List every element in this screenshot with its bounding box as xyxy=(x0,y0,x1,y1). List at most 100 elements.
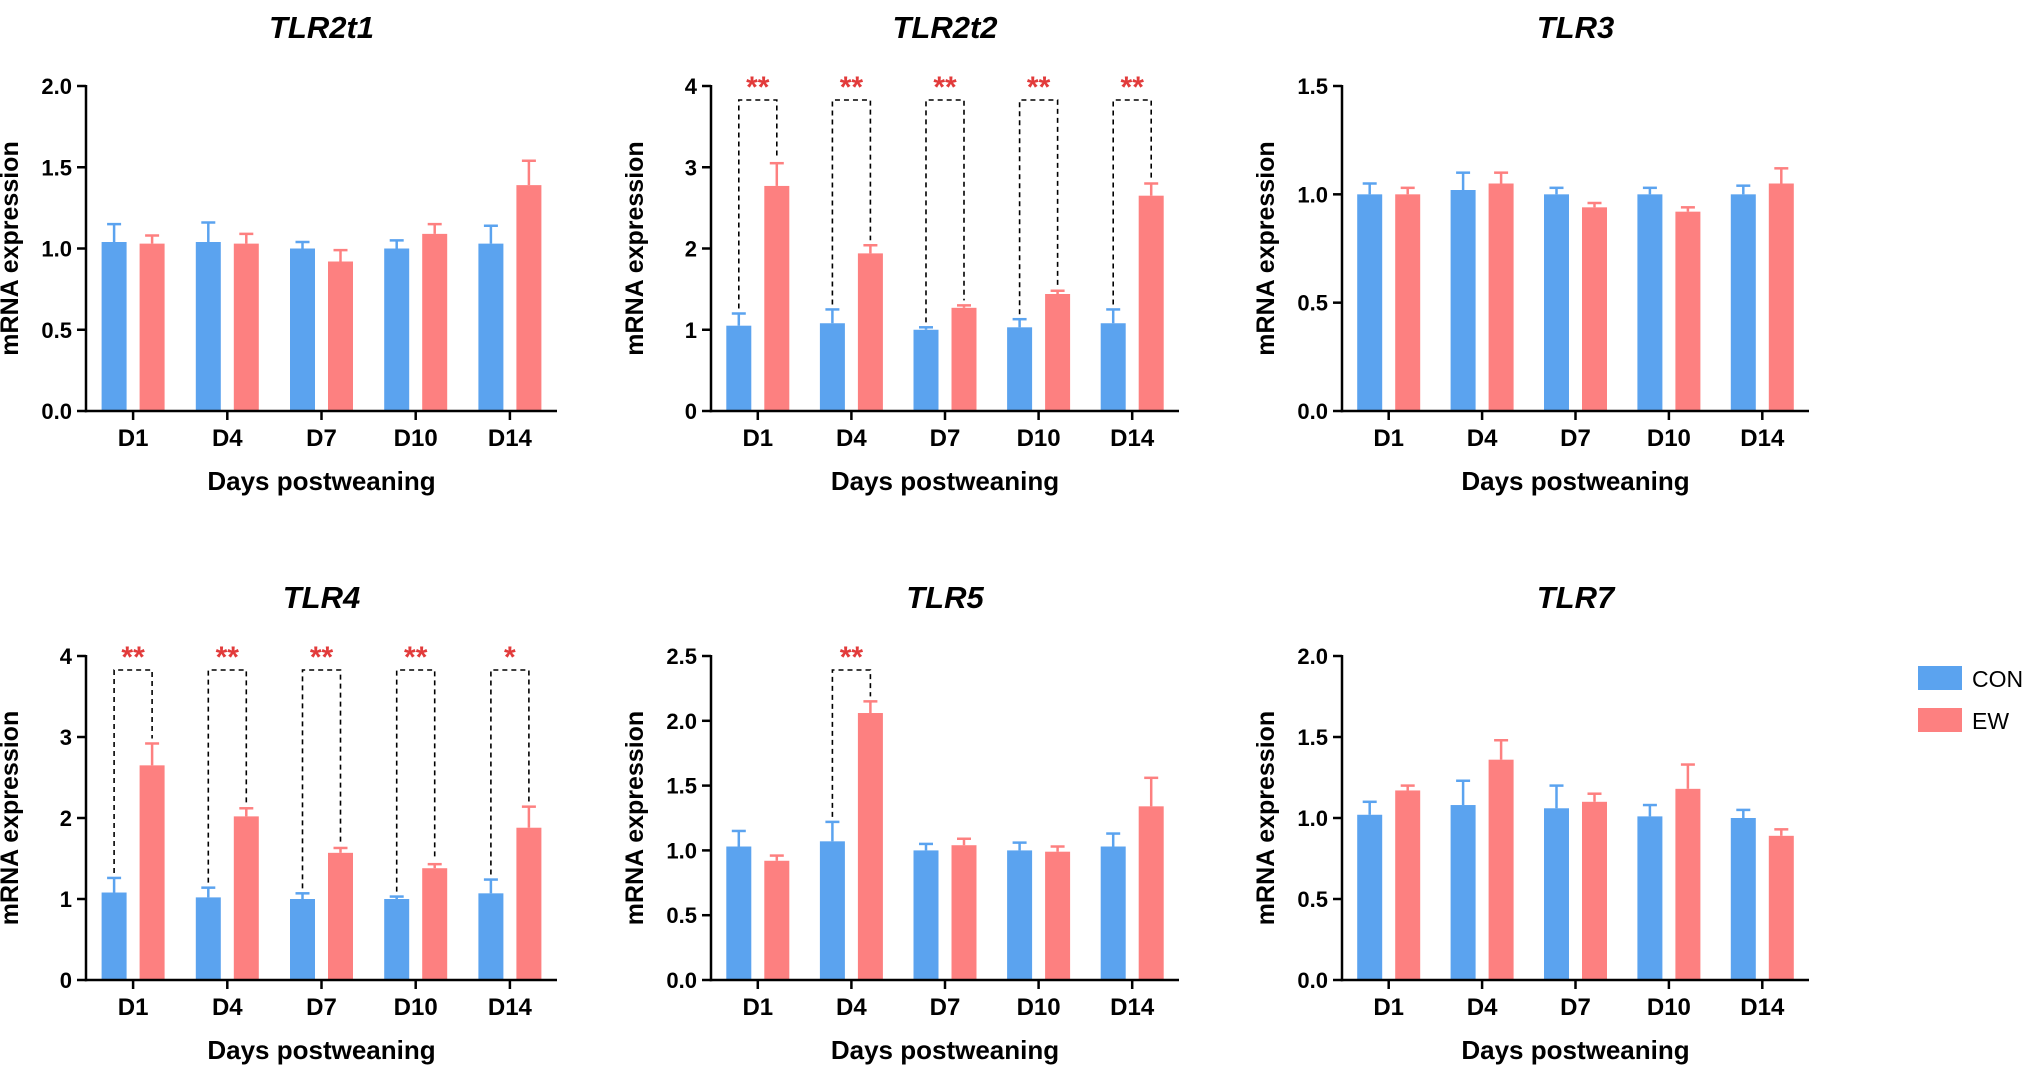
bar-ew-d14 xyxy=(1768,183,1794,411)
y-tick-label: 2 xyxy=(685,237,697,262)
y-axis-label: mRNA expression xyxy=(1252,141,1280,355)
bar-ew-d1 xyxy=(139,243,165,411)
significance-label: ** xyxy=(310,641,334,674)
chart-panel-tlr5: TLR5 mRNA expression Days postweaning 0.0 0.… xyxy=(621,580,1179,1065)
y-tick-label: 0.0 xyxy=(1297,399,1328,424)
y-tick-label: 3 xyxy=(685,155,697,180)
significance-bracket xyxy=(301,669,342,889)
bar-ew-d10 xyxy=(1675,788,1701,980)
bar-con-d7 xyxy=(290,899,315,980)
chart-panel-tlr7: TLR7 mRNA expression Days postweaning 0.0 0.… xyxy=(1252,580,1809,1065)
bar-con-d4 xyxy=(1450,805,1476,980)
x-tick-label: D7 xyxy=(1560,425,1591,452)
x-tick-label: D14 xyxy=(1110,425,1155,452)
bar-con-d14 xyxy=(1730,818,1756,980)
bar-ew-d4 xyxy=(857,253,883,411)
bar-ew-d10 xyxy=(1045,851,1071,980)
significance-label: * xyxy=(504,641,516,674)
x-tick-label: D14 xyxy=(1740,425,1785,452)
bar-ew-d7 xyxy=(328,261,353,411)
x-axis-label: Days postweaning xyxy=(1461,1035,1689,1065)
significance-label: ** xyxy=(840,71,864,104)
y-tick-label: 1.5 xyxy=(1297,725,1328,750)
x-tick-label: D7 xyxy=(306,994,337,1021)
bar-ew-d10 xyxy=(1045,294,1071,411)
significance-bracket xyxy=(925,99,965,323)
bar-ew-d14 xyxy=(516,185,542,411)
legend-label-con: CON xyxy=(1972,666,2023,692)
y-tick-label: 0 xyxy=(60,968,72,993)
x-tick-label: D10 xyxy=(394,994,438,1021)
y-tick-label: 0.5 xyxy=(1297,887,1328,912)
bar-ew-d7 xyxy=(328,852,353,980)
x-axis-label: Days postweaning xyxy=(207,1035,435,1065)
y-tick-label: 4 xyxy=(685,74,698,99)
legend: CON EW xyxy=(1918,666,2023,734)
x-tick-label: D1 xyxy=(742,994,773,1021)
y-tick-label: 1 xyxy=(685,318,697,343)
bar-con-d7 xyxy=(1544,194,1569,411)
bar-con-d10 xyxy=(1637,816,1663,980)
y-axis-label: mRNA expression xyxy=(0,141,24,355)
significance-label: ** xyxy=(933,71,957,104)
x-tick-label: D7 xyxy=(930,994,961,1021)
x-tick-label: D7 xyxy=(930,425,961,452)
bar-ew-d7 xyxy=(1582,801,1607,980)
bar-con-d4 xyxy=(195,242,221,411)
bar-ew-d4 xyxy=(233,816,259,980)
y-tick-label: 1.0 xyxy=(1297,182,1328,207)
bar-ew-d1 xyxy=(139,765,165,980)
bar-ew-d10 xyxy=(1675,211,1701,411)
bar-con-d7 xyxy=(913,329,939,411)
bar-con-d10 xyxy=(1007,850,1033,980)
significance-label: ** xyxy=(121,641,145,674)
significance-label: ** xyxy=(1121,71,1145,104)
x-tick-label: D10 xyxy=(1017,994,1061,1021)
x-tick-label: D7 xyxy=(1560,994,1591,1021)
x-tick-label: D1 xyxy=(742,425,773,452)
bar-ew-d1 xyxy=(764,185,790,411)
bar-con-d14 xyxy=(1730,194,1756,411)
x-tick-label: D10 xyxy=(394,425,438,452)
bar-ew-d7 xyxy=(951,307,977,411)
bar-ew-d7 xyxy=(1582,207,1607,411)
bar-con-d1 xyxy=(726,325,752,411)
x-tick-label: D10 xyxy=(1647,994,1691,1021)
bar-ew-d14 xyxy=(1138,806,1164,980)
bar-ew-d1 xyxy=(764,860,790,980)
x-tick-label: D7 xyxy=(306,425,337,452)
bar-ew-d14 xyxy=(1768,835,1794,980)
bar-ew-d1 xyxy=(1395,790,1421,980)
x-tick-label: D4 xyxy=(212,425,243,452)
significance-label: ** xyxy=(404,641,428,674)
x-tick-label: D4 xyxy=(836,994,867,1021)
y-tick-label: 0.5 xyxy=(41,318,72,343)
y-tick-label: 0.0 xyxy=(1297,968,1328,993)
y-axis-label: mRNA expression xyxy=(0,711,24,925)
y-tick-label: 0.0 xyxy=(41,399,72,424)
x-tick-label: D10 xyxy=(1647,425,1691,452)
x-tick-label: D4 xyxy=(212,994,243,1021)
legend-swatch-ew xyxy=(1918,708,1962,732)
chart-title: TLR7 xyxy=(1537,580,1616,615)
bar-con-d4 xyxy=(1450,190,1476,411)
bar-ew-d4 xyxy=(857,713,883,980)
y-tick-label: 2.0 xyxy=(1297,644,1328,669)
chart-title: TLR2t1 xyxy=(269,10,374,45)
y-tick-label: 1.5 xyxy=(666,774,697,799)
legend-swatch-con xyxy=(1918,666,1962,690)
chart-panel-tlr3: TLR3 mRNA expression Days postweaning 0.0 0.… xyxy=(1252,10,1809,496)
chart-panel-tlr2t1: TLR2t1 mRNA expression Days postweaning 0.0… xyxy=(0,10,557,496)
legend-label-ew: EW xyxy=(1972,708,2009,734)
y-tick-label: 2.0 xyxy=(666,709,697,734)
bar-con-d1 xyxy=(1357,194,1383,411)
x-axis-label: Days postweaning xyxy=(207,466,435,496)
bar-con-d14 xyxy=(478,243,504,411)
bar-con-d4 xyxy=(819,841,845,980)
chart-title: TLR4 xyxy=(283,580,361,615)
significance-label: ** xyxy=(840,641,864,674)
significance-bracket xyxy=(207,669,248,883)
y-tick-label: 2.0 xyxy=(41,74,72,99)
y-tick-label: 2 xyxy=(60,806,72,831)
